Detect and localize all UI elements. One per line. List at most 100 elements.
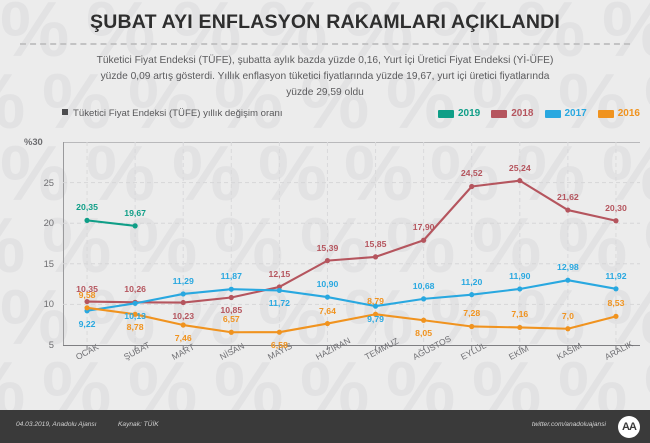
value-label-2016-ARALIK: 8,53 [607,298,625,309]
value-label-2018-HAZİRAN: 15,39 [316,242,339,253]
data-point-2018-ARALIK[interactable] [613,218,619,224]
y-axis-line [63,142,64,345]
value-label-2017-EYLÜL: 11,20 [461,276,483,287]
value-label-2017-OCAK: 9,22 [78,318,96,329]
data-point-2016-NİSAN[interactable] [228,329,234,335]
subtitle-text: Tüketici Fiyat Endeksi (TÜFE), şubatta a… [96,55,554,98]
data-point-2019-OCAK[interactable] [84,217,90,223]
footer-date: 04.03.2019, Anadolu Ajansı [16,421,97,428]
data-point-2016-AĞUSTOS[interactable] [421,317,427,323]
line-chart-svg [63,142,640,350]
data-point-2018-OCAK[interactable] [84,298,90,305]
footer-bar: 04.03.2019, Anadolu Ajansı Kaynak: TÜİK … [0,410,650,443]
value-label-2016-MAYIS: 6,58 [270,340,288,351]
data-point-2016-ARALIK[interactable] [613,313,619,319]
footer-twitter-handle[interactable]: twitter.com/anadoluajansi [531,421,606,428]
legend-item-2016[interactable]: 2016 [597,108,640,119]
anadolu-agency-logo-icon: AA [618,416,640,438]
value-label-2016-EKİM: 7,16 [511,309,529,320]
data-point-2017-NİSAN[interactable] [228,286,234,292]
value-label-2016-ŞUBAT: 8,78 [126,322,144,333]
series-line-2019 [85,219,137,227]
data-point-2017-ŞUBAT[interactable] [132,300,138,306]
legend-swatch-icon [438,109,454,118]
legend-item-2019[interactable]: 2019 [438,108,480,119]
value-label-2017-NİSAN: 11,87 [220,271,242,282]
y-axis-unit-label: %30 [24,136,43,147]
data-point-2017-KASIM[interactable] [565,277,571,283]
value-label-2018-MART: 10,23 [172,310,195,321]
data-point-2017-ARALIK[interactable] [613,286,619,292]
data-point-2017-HAZİRAN[interactable] [324,294,331,300]
data-point-2018-TEMMUZ[interactable] [372,254,379,260]
data-point-2016-MART[interactable] [180,322,186,328]
data-point-2018-AĞUSTOS[interactable] [421,237,427,243]
legend-item-2018[interactable]: 2018 [491,108,534,119]
value-label-2016-NİSAN: 6,57 [222,314,240,325]
legend-item-2017[interactable]: 2017 [544,108,587,119]
value-label-2018-OCAK: 10,35 [76,283,98,294]
series-line-2017 [85,279,618,312]
y-tick-label: 25 [43,176,54,188]
legend-swatch-icon [544,109,561,118]
data-point-2017-EYLÜL[interactable] [469,292,475,298]
data-point-2016-OCAK[interactable] [84,305,90,311]
data-point-2018-KASIM[interactable] [565,207,571,213]
chart-series-caption: Tüketici Fiyat Endeksi (TÜFE) yıllık değ… [62,108,283,119]
data-point-2016-ŞUBAT[interactable] [132,311,138,317]
value-label-2018-MAYIS: 12,15 [268,268,291,279]
value-label-2018-NİSAN: 10,85 [220,305,243,316]
data-point-2017-MAYIS[interactable] [276,287,282,294]
header: ŞUBAT AYI ENFLASYON RAKAMLARI AÇIKLANDI … [0,0,650,101]
y-tick-label: 20 [43,217,54,229]
value-label-2017-AĞUSTOS: 10,68 [412,280,435,291]
data-point-2016-MAYIS[interactable] [276,329,282,335]
bullet-square-icon [62,109,68,115]
data-point-2018-HAZİRAN[interactable] [324,258,331,264]
value-label-2018-ARALIK: 20,30 [605,202,627,213]
value-label-2018-KASIM: 21,62 [557,192,579,203]
value-label-2016-TEMMUZ: 8,79 [367,296,384,307]
value-label-2019-OCAK: 20,35 [76,202,98,213]
data-point-2016-TEMMUZ[interactable] [372,311,379,317]
page-title: ŞUBAT AYI ENFLASYON RAKAMLARI AÇIKLANDI [89,11,561,33]
value-label-2017-KASIM: 12,98 [557,262,579,273]
data-point-2016-EYLÜL[interactable] [469,323,475,330]
data-point-2018-EYLÜL[interactable] [469,183,475,190]
data-point-2018-NİSAN[interactable] [228,294,234,301]
data-point-2019-ŞUBAT[interactable] [132,223,138,229]
chart-series-caption-label: Tüketici Fiyat Endeksi (TÜFE) yıllık değ… [73,108,283,119]
value-label-2016-AĞUSTOS: 8,05 [415,328,433,339]
data-point-2016-HAZİRAN[interactable] [324,320,331,327]
data-point-2017-AĞUSTOS[interactable] [421,296,427,302]
value-label-2019-ŞUBAT: 19,67 [124,207,146,218]
legend-label: 2016 [617,108,640,119]
value-label-2017-EKİM: 11,90 [509,270,531,281]
value-label-2016-OCAK: 9,58 [78,289,96,300]
value-label-2017-ARALIK: 11,92 [605,270,627,281]
data-point-2018-EKİM[interactable] [517,178,523,184]
x-axis-line [63,345,640,346]
chart-plot-area: %30 5 10 15 20 25 OCAK ŞUBAT MART NİSAN MAYIS HAZ… [0,128,650,393]
legend-label: 2018 [511,108,534,119]
data-point-2017-MART[interactable] [180,291,186,297]
data-point-2016-KASIM[interactable] [565,326,571,332]
value-label-2018-AĞUSTOS: 17,90 [412,222,435,233]
value-label-2018-EYLÜL: 24,52 [460,168,483,179]
data-point-2017-TEMMUZ[interactable] [372,303,379,309]
legend-swatch-icon [491,109,508,118]
y-tick-label: 5 [48,339,54,350]
data-point-2017-EKİM[interactable] [517,286,523,292]
legend-label: 2017 [564,108,587,119]
value-label-2017-TEMMUZ: 9,79 [367,314,384,325]
plot-top-border [63,142,640,143]
series-line-2018 [85,179,618,304]
chart-legend-row: Tüketici Fiyat Endeksi (TÜFE) yıllık değ… [0,108,650,126]
value-label-2016-MART: 7,46 [174,333,192,344]
y-tick-label: 10 [43,298,54,310]
value-label-2018-ŞUBAT: 10,26 [124,284,146,295]
legend-label: 2019 [458,108,481,119]
data-point-2016-EKİM[interactable] [517,324,523,331]
series-line-2016 [85,306,618,334]
data-point-2018-MART[interactable] [180,299,186,306]
